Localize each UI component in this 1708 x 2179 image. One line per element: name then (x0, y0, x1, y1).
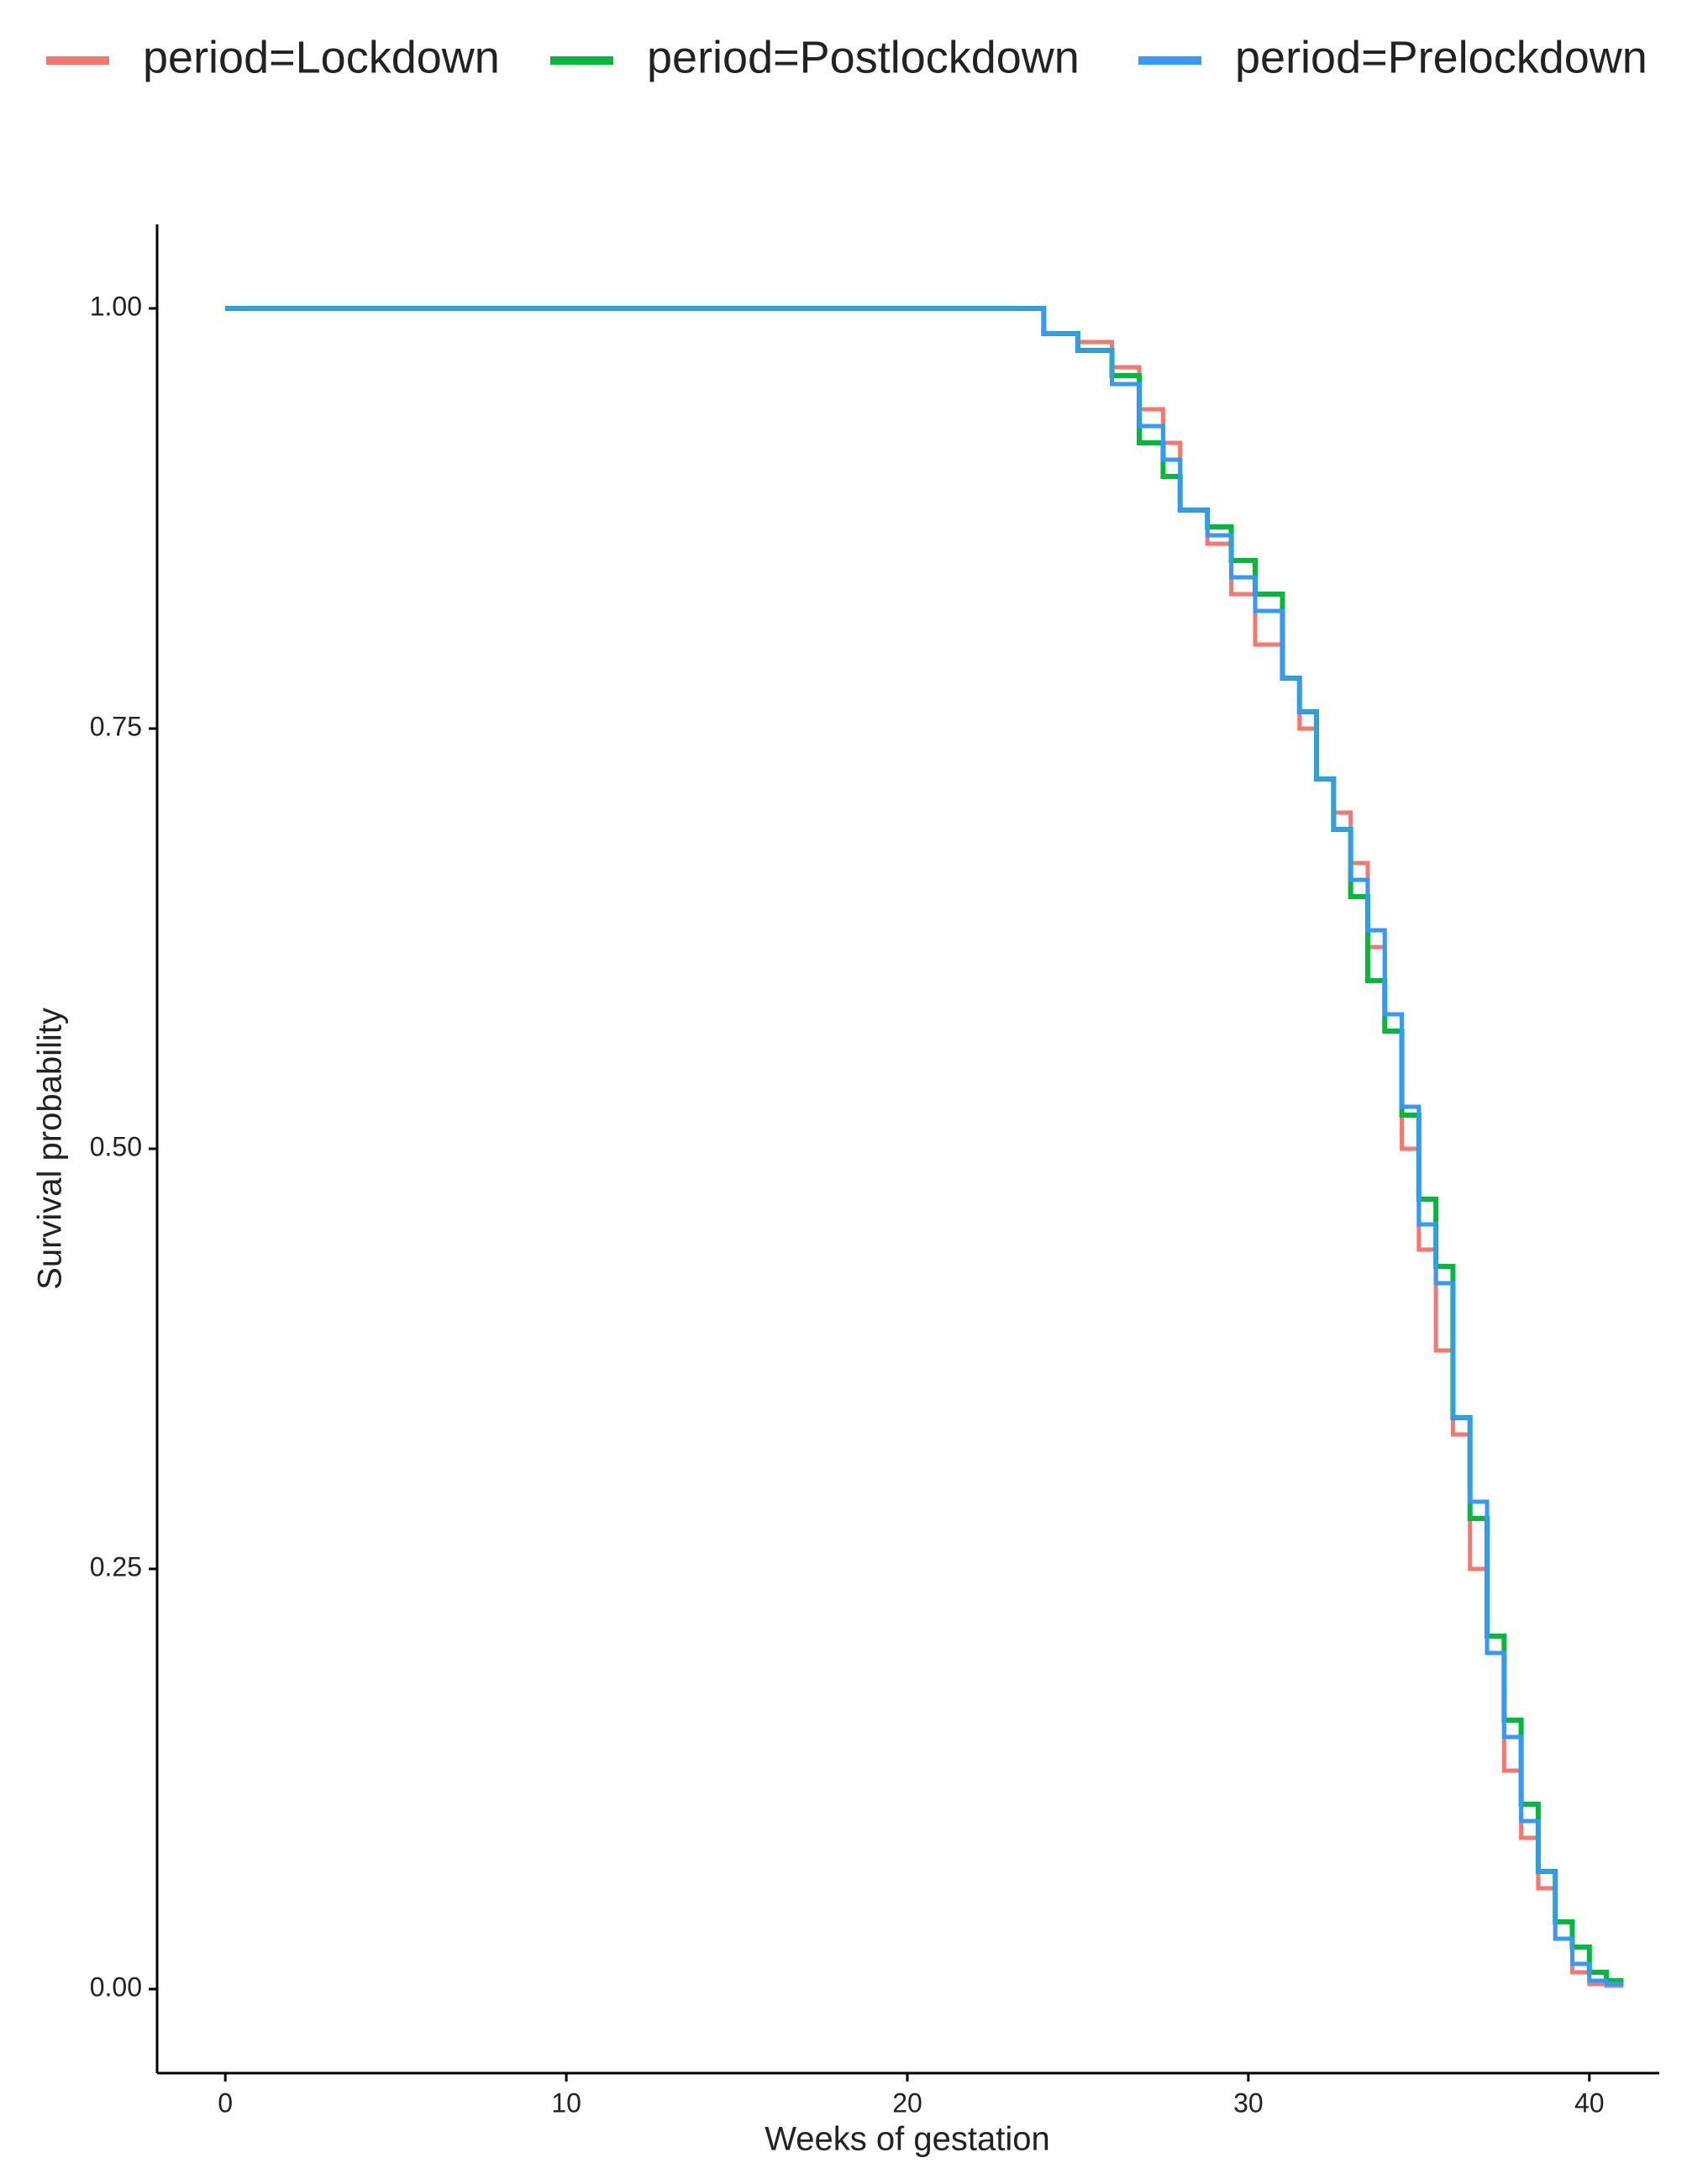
y-tick-label: 0.25 (90, 1551, 142, 1582)
x-tick-label: 20 (892, 2087, 922, 2118)
survival-curve (225, 306, 1624, 1988)
x-axis-title: Weeks of gestation (765, 2121, 1049, 2158)
x-tick-label: 10 (551, 2087, 581, 2118)
y-tick-label: 0.75 (90, 711, 142, 741)
legend-label: period=Prelockdown (1235, 32, 1648, 82)
legend-label: period=Postlockdown (647, 32, 1080, 82)
survival-curve (225, 306, 1624, 1987)
x-tick-label: 40 (1574, 2087, 1605, 2118)
survival-curve (225, 306, 1624, 1983)
y-tick-label: 0.50 (90, 1131, 142, 1161)
y-tick-label: 1.00 (90, 291, 142, 321)
x-tick-label: 0 (218, 2087, 233, 2118)
legend-label: period=Lockdown (143, 32, 500, 82)
y-axis-title: Survival probability (32, 1008, 69, 1290)
y-tick-label: 0.00 (90, 1971, 142, 2002)
x-tick-label: 30 (1233, 2087, 1264, 2118)
